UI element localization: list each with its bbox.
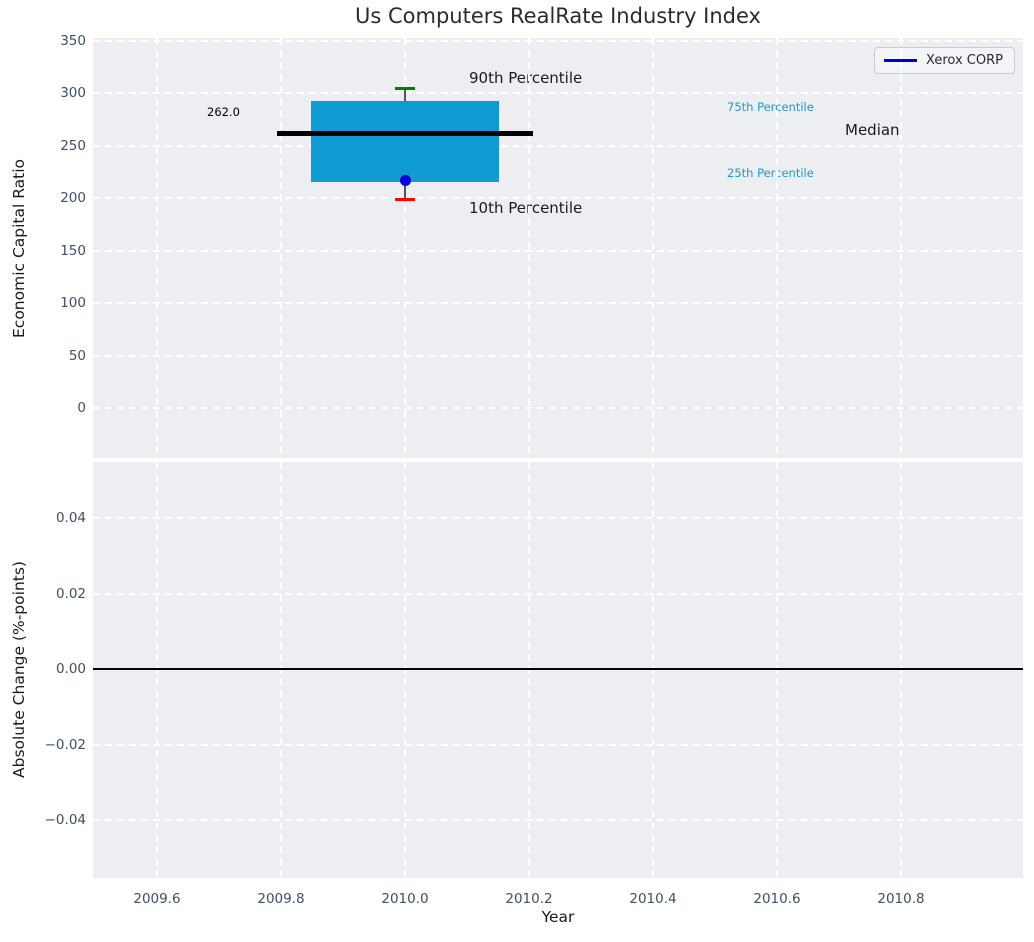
company-data-point (399, 174, 411, 186)
x-tick-label: 2010.6 (753, 891, 801, 907)
legend: Xerox CORP (874, 47, 1015, 74)
y-tick-label: 250 (60, 137, 86, 154)
gridline-horizontal (93, 592, 1023, 595)
y-tick-label: 150 (60, 242, 86, 259)
gridline-horizontal (93, 743, 1023, 746)
y-tick-label: 350 (60, 33, 86, 49)
y-tick-label: 0.00 (55, 661, 86, 677)
legend-label: Xerox CORP (926, 53, 1003, 68)
gridline-horizontal (93, 92, 1023, 95)
x-tick-label: 2010.8 (877, 891, 925, 907)
y-tick-label: 200 (60, 190, 86, 207)
gridline-vertical (652, 462, 654, 878)
gridline-vertical (280, 38, 282, 458)
x-tick-label: 2009.8 (257, 891, 305, 907)
gridline-vertical (652, 38, 654, 458)
gridline-horizontal (93, 354, 1023, 357)
y-tick-label: −0.04 (44, 812, 86, 828)
gridline-vertical (776, 462, 778, 878)
gridline-horizontal (93, 197, 1023, 200)
annotation-25th-percentile: 25th Percentile (727, 166, 814, 180)
gridline-vertical (156, 38, 158, 458)
y-tick-label: 100 (60, 295, 86, 312)
boxplot-p90-cap (395, 86, 415, 90)
boxplot-box (311, 100, 499, 182)
top-axes: Xerox CORP 90th Percentile 10th Percenti… (93, 38, 1023, 458)
boxplot-median-line (277, 130, 533, 136)
gridline-horizontal (93, 249, 1023, 252)
gridline-vertical (404, 462, 406, 878)
y-tick-label: −0.02 (44, 736, 86, 753)
annotation-10th-percentile: 10th Percentile (469, 199, 583, 217)
gridline-vertical (280, 462, 282, 878)
gridline-horizontal (93, 517, 1023, 519)
y-tick-label: 50 (68, 347, 86, 364)
x-axis-label: Year (541, 908, 575, 926)
annotation-75th-percentile: 75th Percentile (727, 100, 814, 114)
gridline-vertical (900, 38, 902, 458)
gridline-horizontal (93, 144, 1023, 147)
x-tick-label: 2010.2 (505, 891, 553, 907)
gridline-vertical (900, 462, 902, 878)
gridline-horizontal (93, 40, 1023, 42)
boxplot-p10-cap (395, 197, 415, 201)
x-tick-label: 2010.4 (629, 891, 677, 907)
x-tick-label: 2010.0 (381, 891, 429, 907)
chart-title: Us Computers RealRate Industry Index (355, 4, 761, 28)
annotation-median-value: 262.0 (207, 105, 240, 119)
gridline-horizontal (93, 407, 1023, 409)
gridline-horizontal (93, 819, 1023, 821)
y-tick-label: 0.02 (55, 585, 86, 602)
gridline-horizontal (93, 302, 1023, 305)
gridline-vertical (528, 462, 530, 878)
gridline-vertical (156, 462, 158, 878)
y-tick-label: 0.04 (55, 510, 86, 526)
annotation-90th-percentile: 90th Percentile (469, 69, 583, 87)
gridline-vertical (404, 38, 406, 458)
y-tick-label: 0 (77, 400, 86, 416)
gridline-vertical (528, 38, 530, 458)
y-tick-label: 300 (60, 85, 86, 102)
bottom-axes (93, 462, 1023, 878)
gridline-vertical (776, 38, 778, 458)
x-tick-label: 2009.6 (133, 891, 181, 907)
zero-line (93, 668, 1023, 670)
annotation-median: Median (845, 121, 900, 139)
